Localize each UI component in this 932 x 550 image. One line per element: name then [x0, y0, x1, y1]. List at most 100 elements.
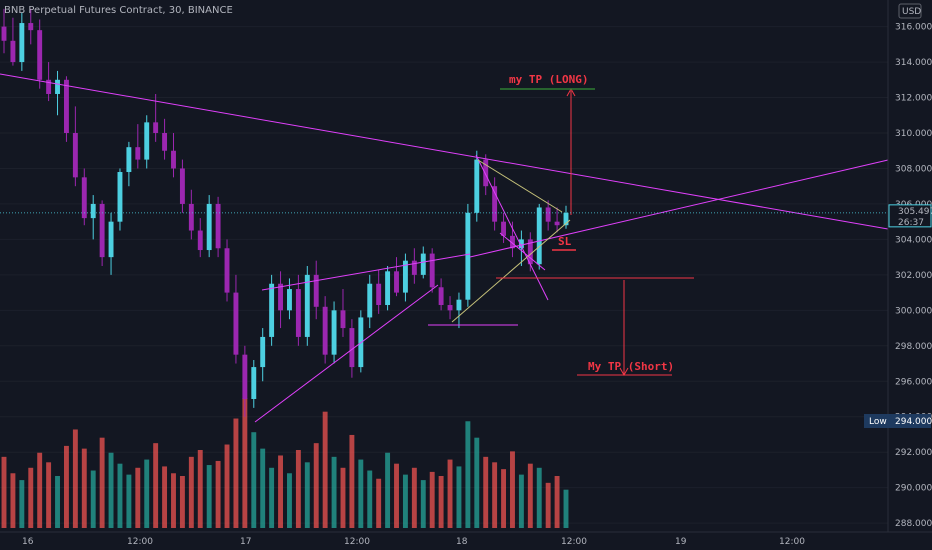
volume-bar [527, 463, 533, 528]
candle-body [99, 203, 105, 258]
candle-body [269, 283, 275, 337]
candle-body [518, 239, 524, 249]
volume-bar [63, 445, 69, 528]
candles [1, 8, 569, 417]
candle-body [260, 336, 266, 368]
wedge-lower-line[interactable] [451, 219, 571, 323]
volume-bar [322, 411, 328, 528]
volume-bar [554, 476, 560, 528]
channel-bottom-line[interactable] [254, 284, 439, 423]
candle-body [19, 23, 25, 63]
volume-bar [492, 462, 498, 528]
candle-body [385, 271, 391, 306]
candle-body [492, 186, 498, 222]
volume-bar [10, 473, 16, 528]
candle-body [144, 122, 150, 160]
wedge-line-steep[interactable] [475, 154, 549, 301]
price-tick-label: 288.000 [895, 519, 932, 529]
price-tick-label: 298.000 [895, 342, 932, 352]
candle-body [474, 159, 480, 213]
candle-body [429, 253, 435, 288]
candle-body [153, 122, 159, 133]
candle-body [171, 150, 176, 169]
time-label: 12:00 [344, 537, 370, 547]
volume-bar [37, 452, 43, 528]
candle-body [304, 274, 310, 337]
currency-button-border[interactable] [898, 3, 922, 19]
volume-bar [153, 443, 159, 528]
price-tick-label: 292.000 [895, 448, 932, 458]
volume-bar [206, 465, 212, 528]
candle-body [81, 177, 87, 219]
grid [0, 26, 888, 524]
low-tag-bg [864, 414, 931, 428]
candle-body [420, 253, 426, 275]
candle-body [108, 221, 114, 258]
time-label: 18 [456, 537, 468, 547]
volume-bar [171, 473, 176, 528]
volume-bar [179, 476, 185, 528]
candle-body [340, 310, 346, 329]
candle-body [287, 289, 292, 311]
volume-bar [313, 443, 319, 528]
volume-bar [269, 467, 275, 528]
volume-bar [518, 474, 524, 528]
candle-body [242, 354, 248, 399]
volume-bar [304, 462, 310, 528]
volume-bar [340, 467, 346, 528]
channel-top-line[interactable] [261, 253, 471, 291]
volume-bar [429, 471, 435, 528]
volume-bar [331, 456, 337, 528]
wedge-upper-line[interactable] [477, 159, 563, 213]
volume-bar [99, 437, 105, 528]
volume-bar [483, 456, 489, 528]
last-price-value: 305.497 [898, 207, 932, 217]
volume-bar [287, 473, 292, 528]
candle-body [501, 221, 507, 236]
flag-line[interactable] [499, 232, 546, 271]
volume-bar [135, 467, 141, 528]
volume-bar [295, 450, 301, 528]
price-tick-labels: 316.000314.000312.000310.000308.000306.0… [895, 23, 932, 530]
currency-button[interactable]: USD [898, 3, 922, 19]
candle-body [545, 207, 551, 222]
volume-bar [278, 455, 283, 528]
volume-bar [28, 467, 34, 528]
candle-body [527, 239, 533, 265]
candle-body [188, 203, 194, 231]
tp-long-label: my TP (LONG) [509, 73, 588, 86]
volume-bar [358, 459, 364, 528]
candle-body [295, 289, 301, 337]
candle-body [162, 133, 168, 151]
candle-body [438, 287, 444, 306]
candle-body [483, 159, 489, 187]
symbol-title[interactable]: BNB Perpetual Futures Contract, 30, BINA… [4, 5, 233, 16]
drawings[interactable]: my TP (LONG) My TP (Short) SL [0, 73, 889, 423]
volume-bar [215, 460, 221, 528]
candle-body [447, 305, 453, 311]
volume-bar [19, 480, 25, 528]
candle-body [554, 221, 560, 226]
last-price-tag: 305.497 26:37 [888, 204, 932, 228]
price-tick-label: 302.000 [895, 271, 932, 281]
candle-body [126, 147, 132, 173]
time-labels: 16 12:00 17 12:00 18 12:00 19 12:00 [22, 537, 805, 547]
candle-body [63, 79, 69, 133]
candle-body [37, 30, 43, 80]
price-tick-label: 296.000 [895, 377, 932, 387]
volume-bar [376, 478, 382, 528]
volume-bar [385, 452, 391, 528]
volume-bar [188, 456, 194, 528]
volume-bar [402, 474, 408, 528]
time-scale[interactable] [0, 532, 932, 550]
ascending-trendline[interactable] [469, 159, 889, 258]
candle-body [251, 367, 257, 399]
descending-trendline[interactable] [0, 73, 889, 230]
volume-bar [1, 456, 7, 528]
volume-bar [117, 463, 123, 528]
candle-body [72, 133, 78, 178]
candle-body [215, 203, 221, 249]
price-scale[interactable] [888, 0, 932, 532]
candle-body [46, 79, 52, 94]
